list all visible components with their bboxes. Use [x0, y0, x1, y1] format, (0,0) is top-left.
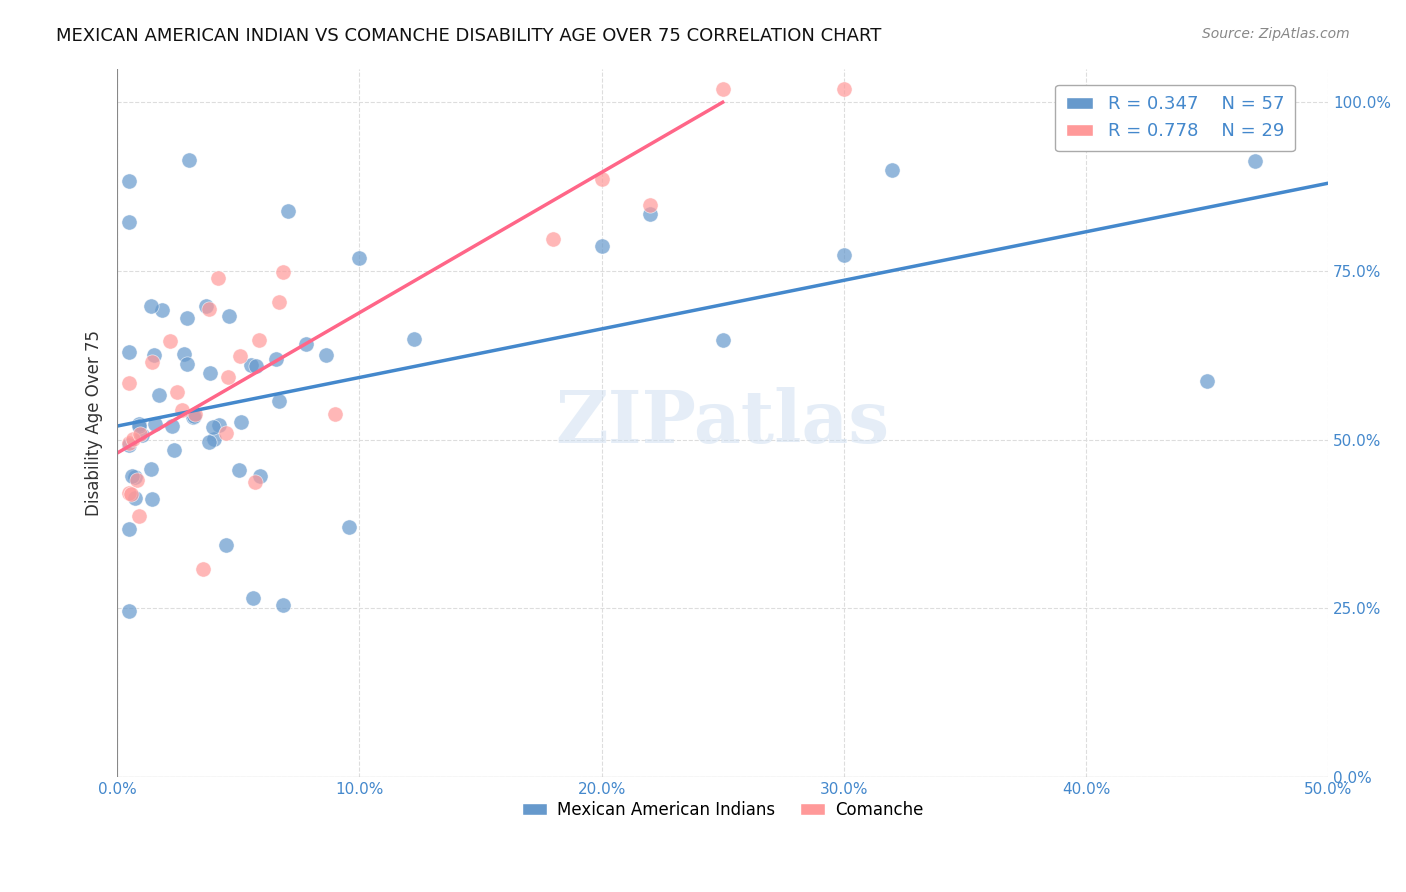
- Y-axis label: Disability Age Over 75: Disability Age Over 75: [86, 330, 103, 516]
- Mexican American Indians: [242, 591, 264, 605]
- Mexican American Indians: [118, 215, 141, 229]
- Text: MEXICAN AMERICAN INDIAN VS COMANCHE DISABILITY AGE OVER 75 CORRELATION CHART: MEXICAN AMERICAN INDIAN VS COMANCHE DISA…: [56, 27, 882, 45]
- Mexican American Indians: [118, 522, 141, 536]
- Comanche: [184, 407, 207, 421]
- Comanche: [128, 508, 150, 523]
- Mexican American Indians: [162, 419, 184, 434]
- Mexican American Indians: [638, 207, 661, 221]
- Mexican American Indians: [204, 432, 226, 446]
- Comanche: [121, 432, 143, 446]
- Mexican American Indians: [141, 299, 163, 313]
- Mexican American Indians: [1244, 153, 1267, 168]
- Comanche: [638, 198, 661, 212]
- Mexican American Indians: [118, 344, 141, 359]
- Mexican American Indians: [294, 337, 316, 351]
- Mexican American Indians: [143, 417, 166, 431]
- Comanche: [141, 355, 163, 369]
- Mexican American Indians: [143, 348, 166, 362]
- Mexican American Indians: [218, 309, 240, 323]
- Comanche: [247, 333, 270, 347]
- Mexican American Indians: [200, 366, 222, 380]
- Comanche: [323, 407, 346, 421]
- Mexican American Indians: [711, 333, 734, 347]
- Legend: Mexican American Indians, Comanche: Mexican American Indians, Comanche: [515, 794, 931, 825]
- Mexican American Indians: [832, 248, 855, 262]
- Mexican American Indians: [198, 435, 221, 450]
- Comanche: [832, 82, 855, 96]
- Mexican American Indians: [249, 468, 271, 483]
- Mexican American Indians: [128, 417, 150, 431]
- Mexican American Indians: [183, 409, 205, 423]
- Mexican American Indians: [240, 358, 263, 372]
- Mexican American Indians: [269, 394, 291, 409]
- Comanche: [243, 475, 266, 489]
- Mexican American Indians: [201, 420, 224, 434]
- Comanche: [591, 172, 613, 186]
- Mexican American Indians: [271, 598, 294, 612]
- Mexican American Indians: [181, 410, 204, 425]
- Comanche: [159, 334, 181, 348]
- Comanche: [217, 370, 239, 384]
- Mexican American Indians: [245, 359, 267, 373]
- Comanche: [118, 435, 141, 450]
- Comanche: [711, 82, 734, 96]
- Mexican American Indians: [118, 438, 141, 452]
- Mexican American Indians: [347, 251, 370, 265]
- Mexican American Indians: [163, 443, 186, 458]
- Mexican American Indians: [124, 491, 146, 506]
- Mexican American Indians: [141, 492, 163, 507]
- Mexican American Indians: [139, 462, 162, 476]
- Comanche: [271, 265, 294, 279]
- Mexican American Indians: [121, 469, 143, 483]
- Mexican American Indians: [337, 520, 360, 534]
- Mexican American Indians: [195, 299, 218, 313]
- Mexican American Indians: [315, 348, 337, 362]
- Text: Source: ZipAtlas.com: Source: ZipAtlas.com: [1202, 27, 1350, 41]
- Mexican American Indians: [882, 162, 904, 177]
- Mexican American Indians: [176, 310, 198, 325]
- Mexican American Indians: [128, 419, 150, 434]
- Mexican American Indians: [229, 415, 252, 429]
- Mexican American Indians: [404, 332, 426, 346]
- Mexican American Indians: [208, 418, 231, 433]
- Mexican American Indians: [176, 357, 198, 371]
- Comanche: [229, 349, 252, 363]
- Comanche: [198, 302, 221, 317]
- Comanche: [118, 376, 141, 391]
- Mexican American Indians: [152, 303, 174, 318]
- Comanche: [267, 294, 290, 309]
- Comanche: [121, 486, 143, 500]
- Mexican American Indians: [228, 462, 250, 476]
- Comanche: [541, 232, 564, 246]
- Mexican American Indians: [118, 604, 141, 618]
- Mexican American Indians: [1195, 374, 1218, 388]
- Comanche: [207, 270, 229, 285]
- Mexican American Indians: [124, 469, 146, 483]
- Mexican American Indians: [148, 388, 170, 402]
- Mexican American Indians: [177, 153, 200, 168]
- Mexican American Indians: [591, 239, 613, 253]
- Comanche: [125, 473, 148, 487]
- Comanche: [166, 384, 188, 399]
- Mexican American Indians: [264, 351, 287, 366]
- Mexican American Indians: [131, 428, 153, 442]
- Comanche: [214, 425, 236, 440]
- Comanche: [191, 562, 214, 576]
- Comanche: [118, 486, 141, 500]
- Mexican American Indians: [277, 204, 299, 219]
- Comanche: [170, 402, 193, 417]
- Mexican American Indians: [173, 347, 195, 361]
- Mexican American Indians: [118, 174, 141, 188]
- Text: ZIPatlas: ZIPatlas: [555, 387, 890, 458]
- Comanche: [129, 426, 152, 441]
- Mexican American Indians: [215, 538, 238, 552]
